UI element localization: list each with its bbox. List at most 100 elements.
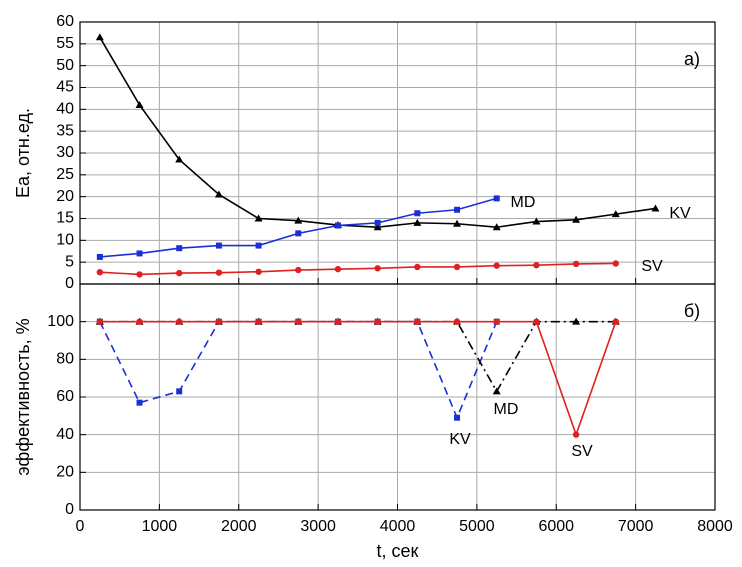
x-tick-label: 5000 (459, 518, 495, 535)
marker (295, 318, 302, 325)
y-tick-label: 45 (56, 79, 74, 96)
marker (215, 269, 223, 276)
marker (612, 260, 619, 267)
marker (413, 218, 422, 226)
marker (453, 219, 462, 227)
marker (255, 318, 262, 325)
series-label: MD (511, 194, 536, 211)
marker (294, 216, 303, 224)
marker (254, 214, 263, 222)
panel-label: б) (684, 301, 700, 321)
marker (572, 317, 581, 325)
marker (255, 268, 262, 275)
y-tick-label: 25 (56, 166, 74, 183)
y-tick-label: 20 (56, 464, 74, 481)
marker (96, 269, 104, 276)
marker (215, 242, 222, 249)
marker (493, 318, 500, 325)
marker (572, 431, 580, 438)
marker (255, 242, 262, 249)
marker (175, 155, 184, 163)
marker (136, 271, 143, 278)
marker (136, 250, 143, 257)
marker (373, 223, 382, 231)
y-tick-label: 5 (65, 253, 74, 270)
marker (572, 260, 580, 268)
y-axis-label: Ea, отн.ед. (13, 108, 33, 198)
y-tick-label: 20 (56, 188, 74, 205)
marker (533, 318, 540, 325)
marker (454, 414, 461, 421)
y-tick-label: 100 (47, 313, 74, 330)
marker (95, 33, 104, 41)
marker (453, 318, 461, 325)
marker (414, 318, 421, 325)
marker (334, 265, 342, 273)
marker (136, 318, 143, 325)
y-axis-label: эффективность, % (13, 318, 33, 475)
marker (612, 318, 619, 325)
marker (176, 245, 183, 252)
marker (453, 263, 461, 271)
marker (572, 215, 581, 223)
y-tick-label: 35 (56, 122, 74, 139)
marker (96, 253, 103, 260)
plot-frame (79, 283, 716, 511)
marker (493, 262, 500, 269)
marker (295, 266, 302, 274)
series-label: MD (494, 401, 519, 418)
x-tick-label: 0 (76, 518, 85, 535)
marker (374, 318, 381, 325)
marker (135, 100, 144, 108)
y-tick-label: 15 (56, 210, 74, 227)
x-tick-label: 2000 (221, 518, 257, 535)
marker (176, 388, 183, 395)
y-tick-label: 60 (56, 388, 74, 405)
x-axis-label: t, сек (377, 541, 419, 561)
marker (532, 217, 541, 225)
marker (214, 190, 223, 198)
series-label: KV (449, 431, 471, 448)
marker (414, 210, 421, 217)
y-tick-label: 50 (56, 57, 74, 74)
marker (334, 318, 342, 325)
series-label: KV (669, 205, 691, 222)
marker (374, 219, 381, 226)
marker (374, 265, 381, 272)
marker (414, 263, 421, 271)
y-tick-label: 40 (56, 426, 74, 443)
x-tick-label: 8000 (697, 518, 733, 535)
marker (96, 318, 104, 325)
y-tick-label: 30 (56, 144, 74, 161)
x-tick-label: 1000 (142, 518, 178, 535)
y-tick-label: 80 (56, 351, 74, 368)
x-tick-label: 3000 (300, 518, 336, 535)
marker (454, 206, 461, 213)
marker (334, 222, 341, 229)
y-tick-label: 60 (56, 13, 74, 30)
y-tick-label: 0 (65, 275, 74, 292)
marker (493, 195, 500, 202)
marker (295, 230, 302, 237)
x-tick-label: 7000 (618, 518, 654, 535)
marker (611, 210, 620, 218)
series-line (99, 320, 616, 393)
marker (215, 318, 223, 325)
series-line (99, 262, 616, 276)
series-line (99, 320, 617, 438)
marker (533, 262, 540, 269)
x-tick-label: 4000 (380, 518, 416, 535)
marker (176, 269, 183, 277)
series-label: SV (641, 258, 663, 275)
y-tick-label: 40 (56, 101, 74, 118)
series-label: SV (571, 443, 593, 460)
marker (176, 318, 183, 325)
marker (492, 223, 501, 231)
y-tick-label: 10 (56, 232, 74, 249)
y-tick-label: 55 (56, 35, 74, 52)
marker (136, 399, 143, 406)
marker (651, 204, 660, 212)
panel-label: а) (684, 49, 700, 69)
x-tick-label: 6000 (538, 518, 574, 535)
